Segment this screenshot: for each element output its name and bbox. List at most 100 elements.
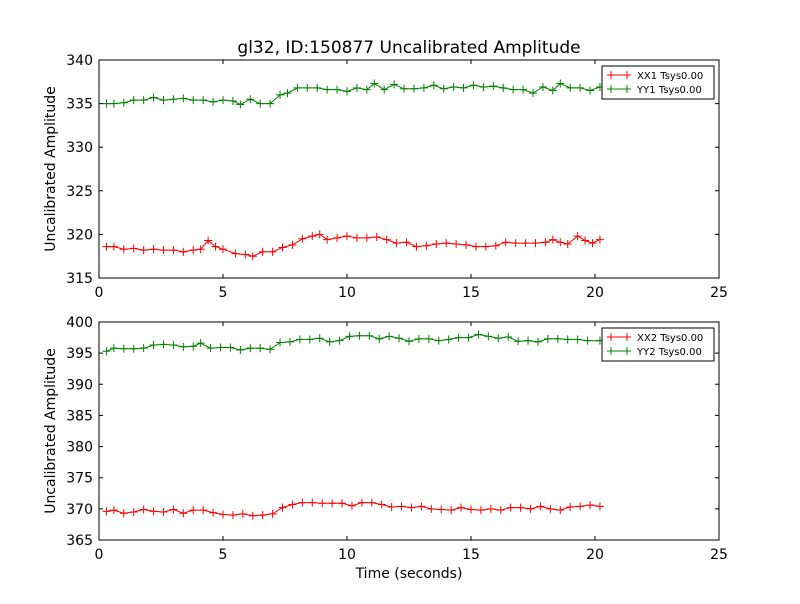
legend: XX1 Tsys0.00 YY1 Tsys0.00 xyxy=(601,65,715,100)
data-point-marker xyxy=(367,498,376,507)
data-point-marker xyxy=(119,344,128,353)
data-point-marker xyxy=(375,334,384,343)
data-point-marker xyxy=(196,245,205,254)
data-point-marker xyxy=(278,243,287,252)
data-point-marker xyxy=(204,236,213,245)
data-point-marker xyxy=(566,502,575,511)
y-tick-label: 375 xyxy=(66,471,93,487)
legend-label: XX2 Tsys0.00 xyxy=(637,333,703,344)
data-point-marker xyxy=(248,511,257,520)
data-point-marker xyxy=(504,332,513,341)
data-point-marker xyxy=(434,336,443,345)
data-point-marker xyxy=(548,235,557,244)
data-point-marker xyxy=(129,244,138,253)
data-point-marker xyxy=(335,336,344,345)
data-point-marker xyxy=(516,503,525,512)
data-point-marker xyxy=(479,83,488,92)
data-point-marker xyxy=(352,83,361,92)
data-point-marker xyxy=(476,506,485,515)
y-tick-label: 315 xyxy=(66,271,93,287)
data-point-marker xyxy=(474,330,483,339)
data-point-marker xyxy=(209,508,218,517)
legend-box xyxy=(601,327,715,362)
data-point-marker xyxy=(553,334,562,343)
y-tick-label: 395 xyxy=(66,346,93,362)
data-point-marker xyxy=(308,232,317,241)
data-point-marker xyxy=(347,501,356,510)
data-point-marker xyxy=(531,239,540,248)
data-point-marker xyxy=(179,509,188,518)
data-point-marker xyxy=(417,502,426,511)
data-point-marker xyxy=(102,507,111,516)
data-point-marker xyxy=(295,335,304,344)
data-point-marker xyxy=(352,233,361,242)
data-point-marker xyxy=(484,332,493,341)
data-point-marker xyxy=(179,247,188,256)
top-axes: 0 5 10 15 20 25 315 320 325 330 335 340 XX1 Tsys0.00… xyxy=(66,53,728,301)
data-point-marker xyxy=(583,336,592,345)
data-point-marker xyxy=(236,346,245,355)
y-tick-label: 365 xyxy=(66,533,93,549)
data-point-marker xyxy=(119,509,128,518)
data-point-marker xyxy=(266,345,275,354)
data-point-marker xyxy=(362,85,371,94)
data-point-marker xyxy=(489,82,498,91)
data-point-marker xyxy=(529,89,537,98)
data-point-marker xyxy=(469,81,478,90)
data-point-marker xyxy=(236,100,245,109)
data-point-marker xyxy=(343,87,351,96)
data-point-marker xyxy=(159,246,168,255)
data-point-marker xyxy=(355,331,364,340)
data-point-marker xyxy=(563,239,572,248)
series-line-yy2 xyxy=(106,333,600,352)
data-point-marker xyxy=(199,96,208,105)
data-point-marker xyxy=(395,334,404,343)
data-point-marker xyxy=(538,83,547,92)
data-point-marker xyxy=(501,238,510,247)
data-point-marker xyxy=(581,236,590,245)
data-point-marker xyxy=(298,498,307,507)
data-point-marker xyxy=(303,83,312,92)
top-y-axis-label: Uncalibrated Amplitude xyxy=(43,86,59,252)
x-tick-label: 15 xyxy=(462,285,480,301)
data-point-marker xyxy=(139,246,148,255)
data-point-marker xyxy=(139,505,148,514)
data-point-marker xyxy=(380,85,389,94)
data-point-marker xyxy=(159,340,168,349)
data-point-marker xyxy=(343,232,351,241)
y-tick-label: 335 xyxy=(66,97,93,113)
data-point-marker xyxy=(328,499,337,508)
data-point-marker xyxy=(241,250,250,259)
data-point-marker xyxy=(345,332,354,341)
data-point-marker xyxy=(400,84,409,93)
data-point-marker xyxy=(586,86,595,95)
data-point-marker xyxy=(439,84,448,93)
data-point-marker xyxy=(588,239,597,248)
data-point-marker xyxy=(258,511,267,520)
data-point-marker xyxy=(586,501,595,510)
chart-title: gl32, ID:150877 Uncalibrated Amplitude xyxy=(237,38,580,58)
data-point-marker xyxy=(471,242,480,251)
data-point-marker xyxy=(325,337,334,346)
data-point-marker xyxy=(323,85,332,94)
data-point-marker xyxy=(377,500,386,509)
data-point-marker xyxy=(308,498,317,507)
data-point-marker xyxy=(238,509,247,518)
x-tick-label: 5 xyxy=(219,547,228,563)
data-point-marker xyxy=(524,336,533,345)
data-point-marker xyxy=(432,239,441,248)
data-point-marker xyxy=(419,83,428,92)
data-point-marker xyxy=(219,245,227,254)
data-point-marker xyxy=(258,247,267,256)
data-point-marker xyxy=(179,342,188,351)
legend-label: XX1 Tsys0.00 xyxy=(637,71,703,82)
x-tick-label: 10 xyxy=(338,285,356,301)
data-point-marker xyxy=(226,343,235,352)
legend-label: YY2 Tsys0.00 xyxy=(636,347,702,358)
y-tick-label: 400 xyxy=(66,315,93,331)
data-point-marker xyxy=(462,240,471,249)
data-point-marker xyxy=(159,96,168,105)
data-point-marker xyxy=(365,331,374,340)
data-point-marker xyxy=(102,347,111,356)
data-point-marker xyxy=(429,81,438,90)
